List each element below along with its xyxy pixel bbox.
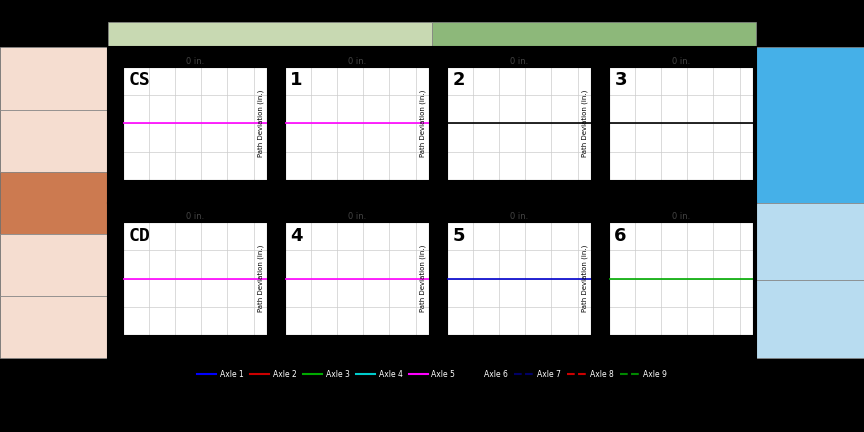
Text: 2: 2 — [453, 71, 465, 89]
Text: CS: CS — [129, 71, 150, 89]
Text: CD: CD — [129, 226, 150, 245]
Y-axis label: Path Deviation (in.): Path Deviation (in.) — [581, 90, 588, 157]
Text: Brake
Failure: Brake Failure — [794, 308, 826, 330]
Title: 0 in.: 0 in. — [186, 57, 204, 66]
Title: 0 in.: 0 in. — [671, 57, 689, 66]
Title: 0 in.: 0 in. — [186, 212, 204, 221]
Text: 5: 5 — [453, 226, 465, 245]
Text: Stopping Distance: Stopping Distance — [222, 29, 318, 39]
Text: 4: 4 — [290, 226, 303, 245]
Title: 0 in.: 0 in. — [510, 57, 528, 66]
Text: Brake in a
Curve: Brake in a Curve — [33, 255, 75, 274]
Legend: Axle 1, Axle 2, Axle 3, Axle 4, Axle 5, Axle 6, Axle 7, Axle 8, Axle 9: Axle 1, Axle 2, Axle 3, Axle 4, Axle 5, … — [194, 367, 670, 382]
Y-axis label: Path Deviation (in.): Path Deviation (in.) — [96, 90, 102, 157]
Y-axis label: Path Deviation (in.): Path Deviation (in.) — [420, 245, 426, 312]
Title: 0 in.: 0 in. — [510, 212, 528, 221]
Text: 1: 1 — [290, 71, 303, 89]
Title: 0 in.: 0 in. — [347, 212, 365, 221]
Title: 0 in.: 0 in. — [347, 57, 365, 66]
X-axis label: Time (seconds): Time (seconds) — [330, 347, 384, 353]
Text: 3: 3 — [614, 71, 627, 89]
Text: Avoidance
Maneuver: Avoidance Maneuver — [32, 317, 76, 337]
Y-axis label: Path Deviation (in.): Path Deviation (in.) — [96, 245, 102, 312]
Text: Fully
Functioning: Fully Functioning — [778, 114, 842, 136]
X-axis label: Time (seconds): Time (seconds) — [492, 192, 545, 198]
Text: 6: 6 — [614, 226, 627, 245]
Y-axis label: Path Deviation (in.): Path Deviation (in.) — [257, 90, 264, 157]
Text: ABS
Malfunction: ABS Malfunction — [781, 231, 839, 252]
Y-axis label: Path Deviation (in.): Path Deviation (in.) — [581, 245, 588, 312]
Y-axis label: Path Deviation (in.): Path Deviation (in.) — [257, 245, 264, 312]
Text: Low-Speed
Offtracking: Low-Speed Offtracking — [30, 69, 78, 88]
Text: Path Deviation: Path Deviation — [556, 29, 632, 39]
X-axis label: Time (seconds): Time (seconds) — [654, 192, 708, 198]
Text: High-Speed
Offtracking: High-Speed Offtracking — [29, 131, 79, 150]
X-axis label: Time (seconds): Time (seconds) — [654, 347, 708, 353]
Title: 0 in.: 0 in. — [671, 212, 689, 221]
X-axis label: Time (seconds): Time (seconds) — [330, 192, 384, 198]
X-axis label: Time (seconds): Time (seconds) — [168, 347, 221, 353]
X-axis label: Time (seconds): Time (seconds) — [492, 347, 545, 353]
Y-axis label: Path Deviation (in.): Path Deviation (in.) — [420, 90, 426, 157]
Text: Straight-Line
Braking: Straight-Line Braking — [22, 193, 86, 212]
X-axis label: Time (seconds): Time (seconds) — [168, 192, 221, 198]
